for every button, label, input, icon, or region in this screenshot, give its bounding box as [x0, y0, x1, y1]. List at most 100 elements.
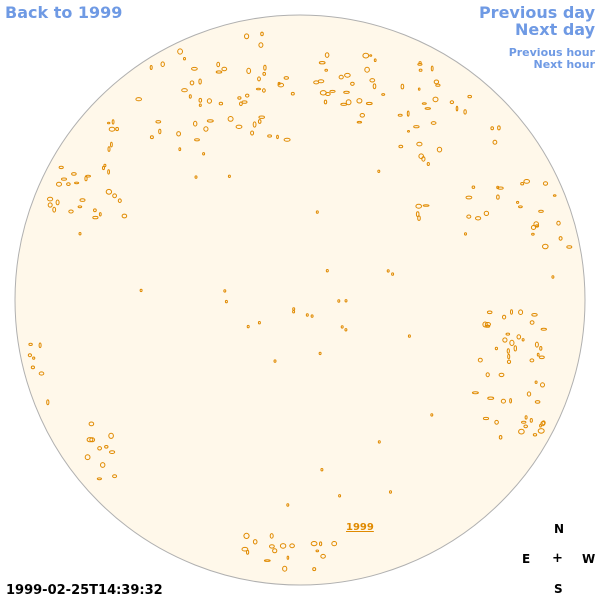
contour-blob	[198, 97, 203, 103]
contour-blob	[464, 232, 467, 236]
contour-blob	[436, 146, 443, 153]
contour-blob	[206, 98, 212, 104]
contour-blob	[310, 314, 314, 318]
contour-blob	[263, 559, 271, 562]
contour-blob	[71, 172, 77, 176]
contour-blob	[139, 288, 143, 293]
contour-blob	[315, 549, 320, 553]
contour-blob	[324, 68, 329, 72]
contour-blob	[536, 352, 540, 357]
previous-hour-link[interactable]: Previous hour	[508, 46, 595, 59]
contour-blob	[111, 119, 115, 125]
contour-blob	[55, 199, 60, 206]
contour-blob	[426, 162, 430, 166]
year-link[interactable]: 1999	[346, 522, 374, 533]
contour-blob	[338, 74, 344, 80]
contour-blob	[331, 541, 338, 547]
contour-blob	[237, 96, 242, 100]
contour-blob	[46, 399, 50, 406]
contour-blob	[227, 174, 231, 179]
contour-blob	[257, 76, 261, 82]
contour-blob	[421, 156, 426, 162]
contour-blob	[224, 299, 228, 304]
contour-blob	[273, 359, 277, 363]
contour-blob	[318, 61, 326, 65]
contour-blob	[107, 146, 111, 152]
contour-blob	[381, 93, 386, 96]
contour-blob	[471, 391, 479, 395]
contour-blob	[320, 468, 324, 472]
contour-blob	[269, 533, 274, 539]
contour-blob	[530, 225, 537, 230]
contour-blob	[88, 421, 95, 427]
contour-blob	[534, 400, 541, 404]
contour-blob	[243, 532, 250, 540]
contour-blob	[269, 544, 275, 549]
contour-blob	[534, 341, 539, 348]
contour-blob	[98, 212, 102, 217]
contour-blob	[158, 128, 162, 135]
contour-blob	[282, 565, 288, 572]
contour-blob	[484, 322, 491, 327]
contour-blob	[92, 215, 99, 220]
contour-blob	[188, 94, 192, 99]
contour-blob	[149, 65, 153, 70]
contour-blob	[68, 209, 74, 214]
next-hour-link[interactable]: Next hour	[533, 58, 596, 71]
contour-blob	[52, 206, 57, 213]
contour-blob	[193, 120, 198, 127]
contour-blob	[338, 494, 342, 498]
contour-blob	[255, 87, 262, 91]
contour-blob	[252, 539, 258, 545]
contour-blob	[160, 61, 165, 67]
contour-blob	[344, 299, 348, 303]
contour-blob	[110, 141, 113, 148]
contour-blob	[496, 185, 500, 190]
contour-blob	[509, 339, 515, 346]
contour-blob	[521, 420, 527, 424]
contour-blob	[362, 52, 370, 59]
contour-blob	[540, 421, 546, 427]
contour-blob	[475, 216, 482, 221]
next-day-link[interactable]: Next day	[515, 20, 595, 39]
contour-blob	[430, 413, 434, 417]
contour-blob	[413, 125, 420, 129]
contour-blob	[305, 313, 309, 317]
contour-blob	[108, 432, 114, 439]
contour-blob	[86, 437, 94, 443]
contour-blob	[505, 332, 511, 336]
contour-blob	[490, 126, 495, 131]
contour-blob	[494, 419, 499, 425]
contour-blob	[529, 358, 535, 363]
contour-blob	[498, 372, 505, 378]
contour-blob	[391, 272, 395, 276]
contour-blob	[310, 541, 318, 547]
contour-blob	[61, 177, 67, 181]
contour-blob	[389, 490, 392, 494]
contour-blob	[343, 90, 350, 94]
contour-blob	[191, 66, 198, 71]
contour-blob	[93, 208, 97, 213]
back-to-year-link[interactable]: Back to 1999	[5, 3, 123, 22]
contour-blob	[520, 182, 525, 186]
contour-blob	[510, 309, 513, 315]
contour-blob	[38, 342, 42, 349]
contour-blob	[509, 398, 513, 404]
contour-blob	[203, 126, 209, 132]
compass-west: W	[582, 552, 596, 566]
contour-blob	[369, 78, 376, 83]
contour-blob	[494, 346, 498, 351]
contour-blob	[556, 220, 561, 226]
contour-blob	[407, 130, 410, 133]
contour-blob	[500, 398, 506, 404]
previous-day-link[interactable]: Previous day	[478, 3, 595, 22]
contour-blob	[194, 175, 198, 179]
contour-blob	[84, 175, 88, 182]
compass-south: S	[554, 582, 563, 596]
compass-east: E	[522, 552, 531, 566]
contour-blob	[498, 435, 503, 440]
contour-blob	[103, 163, 107, 168]
contour-blob	[526, 391, 532, 397]
contour-blob	[97, 446, 102, 451]
contour-blob	[47, 202, 53, 208]
